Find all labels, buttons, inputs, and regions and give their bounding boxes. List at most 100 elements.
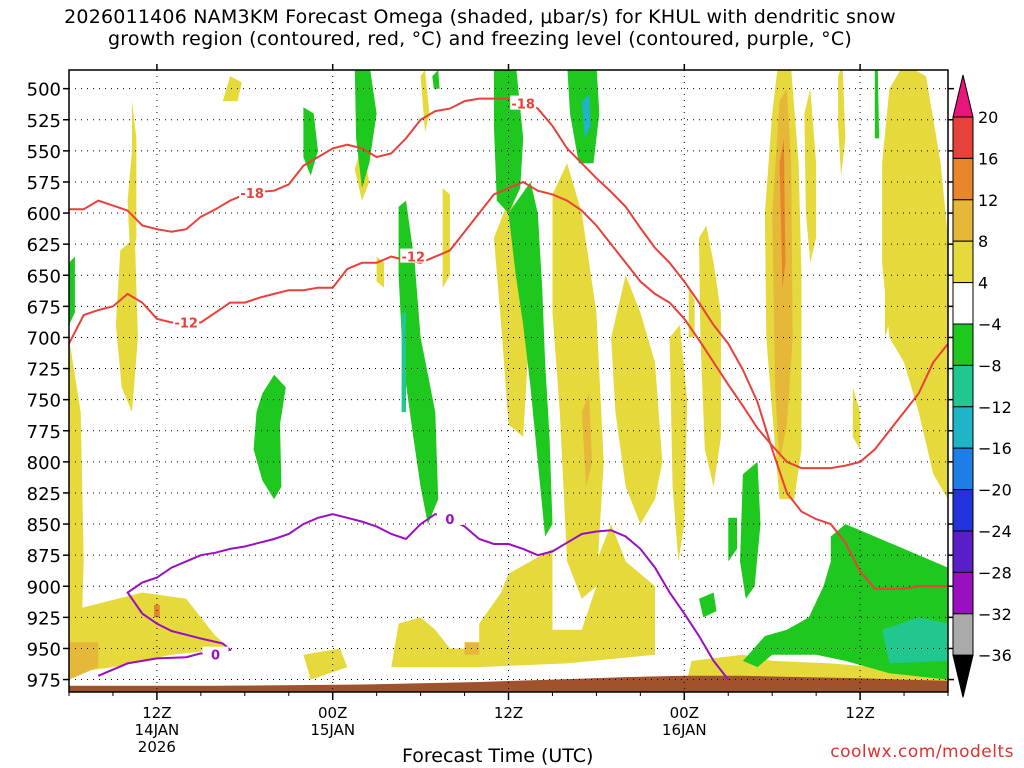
contour-label-zero-low-bg [202, 646, 229, 661]
colorbar-bin [952, 406, 974, 449]
x-tick-label: 12Z [845, 704, 874, 722]
y-tick-label: 575 [27, 173, 61, 194]
omega-region [154, 604, 160, 618]
colorbar-label: −4 [978, 315, 1002, 334]
omega-region [581, 94, 591, 139]
contour-label-zero: 0 [445, 513, 454, 528]
colorbar-label: −32 [978, 605, 1012, 624]
contour-group [69, 97, 948, 681]
colorbar-bin [952, 447, 974, 491]
contour-minus12 [69, 180, 948, 470]
colorbar-label: −28 [978, 563, 1012, 582]
contour-label-minus12-bg [173, 314, 200, 329]
contour-label-minus12: -12 [174, 317, 198, 332]
x-tick-label: 16JAN [662, 721, 707, 739]
x-tick-label: 00Z [670, 704, 699, 722]
chart-title-line1: 2026011406 NAM3KM Forecast Omega (shaded… [64, 6, 896, 28]
colorbar-label: 16 [978, 149, 998, 168]
colorbar-bin [952, 199, 974, 242]
colorbar-label: −8 [978, 356, 1002, 375]
omega-region [885, 250, 893, 338]
y-tick-label: 650 [27, 266, 61, 287]
omega-shading [69, 70, 948, 692]
omega-region [354, 70, 377, 189]
contour-label-minus18-b: -18 [511, 98, 535, 113]
contour-label-minus12-b: -12 [402, 251, 426, 266]
omega-region [728, 517, 737, 562]
omega-region [688, 287, 695, 338]
omega-region [398, 200, 439, 525]
colorbar-under-triangle [952, 654, 974, 698]
colorbar-bin [952, 489, 974, 532]
y-tick-label: 775 [27, 422, 61, 443]
colorbar-over-triangle [952, 74, 974, 118]
colorbar-label: −16 [978, 439, 1012, 458]
omega-region [401, 312, 406, 413]
omega-region [874, 70, 880, 139]
omega-region [127, 101, 137, 263]
colorbar-label: 4 [978, 274, 988, 293]
y-tick-label: 550 [27, 142, 61, 163]
y-tick-label: 875 [27, 546, 61, 567]
y-tick-label: 900 [27, 577, 61, 598]
omega-region [69, 642, 99, 680]
contour-freezing [141, 512, 730, 681]
colorbar-bin [952, 323, 974, 366]
omega-region [838, 70, 846, 176]
site-credit: coolwx.com/modelts [830, 742, 1014, 762]
omega-region [611, 275, 663, 525]
omega-region [581, 393, 592, 487]
omega-region [303, 648, 348, 680]
omega-region [420, 70, 430, 133]
colorbar: 20 16 12 8 4 −4 −8 −12 −16 −20 −24 −28 −32 −36 [952, 74, 1012, 698]
omega-region [253, 374, 286, 500]
x-axis-title: Forecast Time (UTC) [402, 745, 594, 767]
omega-region [552, 163, 604, 599]
contour-minus18 [69, 97, 948, 590]
omega-region [69, 592, 231, 674]
omega-region [508, 182, 553, 537]
omega-region [882, 70, 948, 500]
y-tick-label: 700 [27, 328, 61, 349]
contour-label-minus18-b-bg [510, 95, 537, 110]
y-tick-label: 825 [27, 484, 61, 505]
colorbar-bin [952, 157, 974, 201]
omega-region [69, 256, 75, 325]
x-tick-label: 00Z [318, 704, 347, 722]
y-tick-label: 725 [27, 360, 61, 381]
colorbar-label: −12 [978, 398, 1012, 417]
y-tick-label: 675 [27, 297, 61, 318]
contour-label-minus12-b-bg [400, 248, 427, 263]
omega-region [804, 88, 817, 263]
colorbar-label: 20 [978, 108, 998, 127]
contour-freezing-low [97, 581, 233, 677]
colorbar-bin [952, 613, 974, 656]
omega-region [882, 617, 948, 664]
y-tick-label: 925 [27, 608, 61, 629]
omega-shading-layer [69, 70, 948, 692]
colorbar-bin [952, 282, 974, 325]
y-tick-label: 625 [27, 235, 61, 256]
x-tick-label: 14JAN [135, 721, 180, 739]
omega-region [69, 337, 84, 661]
colorbar-bin [952, 571, 974, 615]
y-tick-label: 975 [27, 671, 61, 692]
colorbar-label: −24 [978, 522, 1012, 541]
y-tick-label: 850 [27, 515, 61, 536]
colorbar-label: −36 [978, 646, 1012, 665]
axes-layer: 500 525 550 575 600 625 650 675 700 725 750 775 800 8… [27, 64, 954, 756]
omega-region [699, 592, 717, 618]
colorbar-bin [952, 530, 974, 573]
y-tick-label: 525 [27, 111, 61, 132]
ground-layer [69, 675, 948, 692]
x-tick-label: 12Z [494, 704, 523, 722]
omega-region [852, 387, 861, 450]
colorbar-label: 12 [978, 191, 998, 210]
omega-region [115, 237, 138, 413]
omega-region [740, 461, 761, 599]
x-tick-label: 12Z [142, 704, 171, 722]
colorbar-bin [952, 240, 974, 284]
colorbar-bin [952, 116, 974, 159]
contour-label-zero-bg [436, 511, 463, 526]
